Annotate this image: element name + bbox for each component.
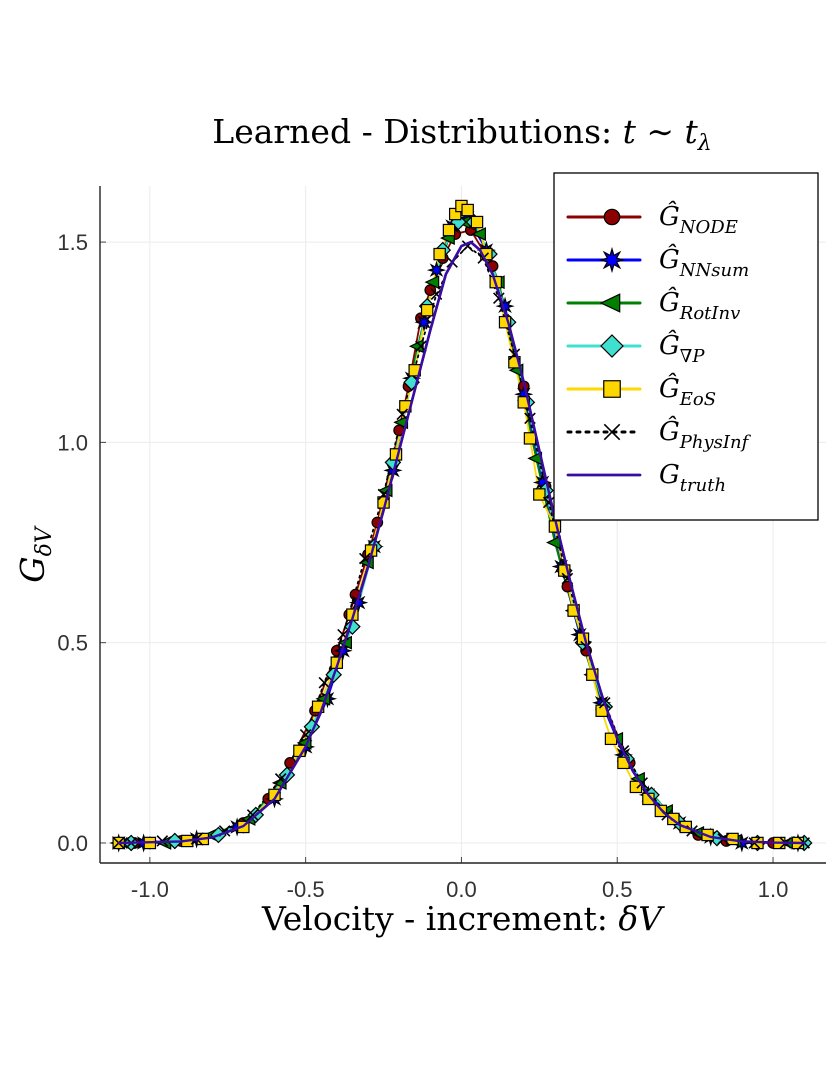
point-eos xyxy=(433,247,446,261)
legend-entry-truth: Gtruth xyxy=(566,460,726,496)
legend-label-sub: ∇P xyxy=(680,346,706,367)
point-eos xyxy=(461,203,474,217)
legend-label-sub: NNsum xyxy=(679,260,749,281)
x-axis-label-math: δV xyxy=(618,899,665,938)
legend-marker-rotinv xyxy=(599,293,621,313)
legend-entry-gradp: Ĝ∇P xyxy=(566,329,705,367)
legend-label-name: Ĝ xyxy=(659,329,680,361)
series-line-physinf xyxy=(117,244,806,844)
point-physinf xyxy=(318,676,331,689)
legend-marker-node xyxy=(603,208,621,226)
x-axis-label: Velocity - increment: δV xyxy=(261,899,665,938)
legend-entry-node: ĜNODE xyxy=(566,200,738,238)
point-eos xyxy=(448,207,462,221)
legend-label-eos: ĜEoS xyxy=(659,372,716,410)
chart-title-math: t ∼ t xyxy=(623,112,699,151)
legend-label-name: Ĝ xyxy=(659,372,680,404)
point-eos xyxy=(268,788,281,802)
y-tick-label: 0.5 xyxy=(57,631,88,656)
legend-marker-physinf xyxy=(603,423,621,441)
chart-title-math-sub: λ xyxy=(697,131,712,156)
legend-label-truth: Gtruth xyxy=(659,460,726,496)
x-tick-label: 0.0 xyxy=(446,877,477,902)
y-axis-label: GδV xyxy=(13,525,57,583)
legend-label-sub: RotInv xyxy=(679,303,741,324)
legend-label-physinf: ĜPhysInf xyxy=(659,415,752,453)
point-node xyxy=(424,284,437,297)
point-eos xyxy=(442,223,456,237)
series-line-truth-overlay xyxy=(117,240,806,845)
legend-label-name: Ĝ xyxy=(659,243,680,275)
point-eos xyxy=(498,315,512,329)
legend-label-nnsum: ĜNNsum xyxy=(659,243,749,281)
x-tick-label: 1.0 xyxy=(758,877,789,902)
y-tick-label: 1.5 xyxy=(57,230,88,255)
legend-label-sub: NODE xyxy=(679,217,738,238)
legend-label-sub: truth xyxy=(680,475,726,496)
legend-entry-nnsum: ĜNNsum xyxy=(566,243,749,281)
legend-label-rotinv: ĜRotInv xyxy=(659,286,740,324)
legend-marker-gradp xyxy=(600,334,624,358)
y-tick-label: 1.0 xyxy=(57,430,88,455)
point-eos xyxy=(470,215,484,229)
y-axis-label-sub: δV xyxy=(32,525,57,556)
point-eos xyxy=(508,356,521,369)
legend-entry-eos: ĜEoS xyxy=(566,372,716,410)
point-rotinv xyxy=(424,275,440,290)
legend-label-name: Ĝ xyxy=(659,200,680,232)
chart-title: Learned - Distributions: t ∼ tλ xyxy=(212,112,711,156)
legend-entry-physinf: ĜPhysInf xyxy=(566,415,752,453)
point-nnsum xyxy=(414,312,434,332)
legend-marker-nnsum xyxy=(598,246,626,274)
point-rotinv xyxy=(471,227,486,242)
point-eos xyxy=(523,432,537,445)
legend-label-gradp: Ĝ∇P xyxy=(659,329,705,367)
point-physinf xyxy=(246,809,259,821)
point-eos xyxy=(629,780,643,794)
legend-label-sub: EoS xyxy=(679,389,716,410)
point-eos xyxy=(567,604,580,617)
point-eos xyxy=(420,303,434,317)
point-physinf xyxy=(396,408,409,421)
axes xyxy=(99,186,826,864)
x-tick-label: -0.5 xyxy=(287,877,325,902)
legend-label-name: G xyxy=(659,460,680,490)
chart-title-text: Learned - Distributions: xyxy=(212,112,622,151)
legend-marker-eos xyxy=(603,380,621,398)
point-nnsum xyxy=(426,260,447,280)
point-eos xyxy=(586,668,599,681)
x-axis-label-text: Velocity - increment: xyxy=(261,899,618,938)
y-axis-label-text: G xyxy=(13,556,52,582)
y-tick-label: 0.0 xyxy=(57,831,88,856)
legend-label-node: ĜNODE xyxy=(659,200,738,238)
marker-layer xyxy=(109,199,813,853)
legend-entry-rotinv: ĜRotInv xyxy=(566,286,740,324)
legend-label-sub: PhysInf xyxy=(679,432,752,453)
point-eos xyxy=(533,488,546,501)
tick-labels: -1.0 -0.5 0.0 0.5 1.0 0.0 0.5 1.0 1.5 xyxy=(57,230,788,902)
x-tick-label: 0.5 xyxy=(602,877,633,902)
legend-label-name: Ĝ xyxy=(659,415,680,447)
point-rotinv xyxy=(408,339,424,354)
legend-label-name: Ĝ xyxy=(659,286,680,318)
x-tick-label: -1.0 xyxy=(131,877,169,902)
